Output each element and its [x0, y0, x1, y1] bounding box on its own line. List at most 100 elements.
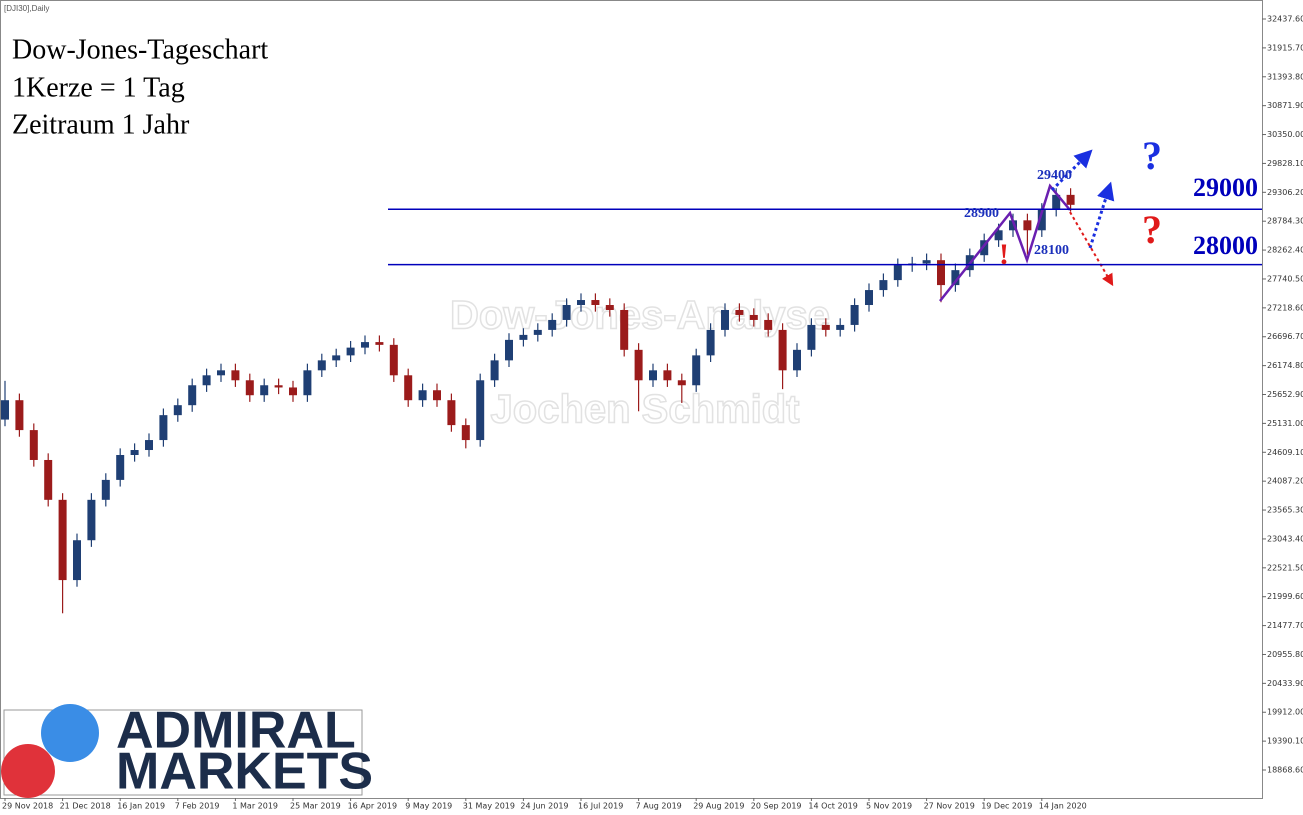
y-tick-label: 18868.60 — [1267, 765, 1303, 774]
candle-body — [677, 380, 686, 386]
candle-body — [937, 260, 945, 286]
candle-body — [721, 309, 729, 330]
candle-body — [375, 342, 384, 345]
y-tick-label: 30871.90 — [1267, 101, 1303, 110]
y-tick-label: 29306.20 — [1267, 188, 1303, 197]
annotation: 28100 — [1034, 243, 1069, 258]
candle-body — [893, 265, 902, 281]
x-tick-label: 29 Aug 2019 — [693, 802, 744, 811]
candle-body — [692, 355, 701, 386]
candle-body — [1, 400, 9, 420]
candle-body — [865, 290, 873, 306]
x-tick-label: 29 Nov 2018 — [2, 802, 53, 811]
x-tick-label: 14 Jan 2020 — [1039, 802, 1087, 811]
candle-body — [202, 375, 211, 386]
x-tick-label: 5 Nov 2019 — [866, 802, 912, 811]
x-tick-label: 9 May 2019 — [405, 802, 452, 811]
y-tick-label: 24087.20 — [1267, 477, 1303, 486]
candle-body — [879, 280, 888, 291]
candle-body — [389, 344, 398, 376]
x-tick-label: 24 Jun 2019 — [520, 802, 568, 811]
candle-body — [303, 370, 312, 396]
y-tick-label: 24609.10 — [1267, 448, 1303, 457]
y-tick-label: 31915.70 — [1267, 43, 1303, 52]
candle-body — [649, 370, 657, 381]
candle-body — [346, 347, 355, 356]
y-tick-label: 29828.10 — [1267, 159, 1303, 168]
y-tick-label: 19390.10 — [1267, 737, 1303, 746]
candle-body — [289, 387, 297, 396]
candle-body — [73, 540, 81, 581]
candle-body — [58, 499, 67, 581]
y-tick-label: 25131.00 — [1267, 419, 1303, 428]
candle-body — [663, 370, 672, 381]
y-tick-label: 27740.50 — [1267, 274, 1303, 283]
candle-body — [87, 499, 96, 541]
x-tick-label: 16 Jul 2019 — [578, 802, 623, 811]
candle-body — [433, 390, 441, 401]
candle-body — [159, 415, 168, 441]
level-label: 28000 — [1193, 231, 1258, 260]
candle-body — [332, 355, 341, 361]
candle-body — [922, 260, 931, 264]
candle-body — [317, 360, 326, 371]
y-tick-label: 30350.00 — [1267, 130, 1303, 139]
candle-body — [116, 454, 125, 480]
y-tick-label: 26696.70 — [1267, 332, 1303, 341]
candle-body — [1052, 194, 1061, 210]
candle-body — [533, 329, 542, 335]
y-tick-label: 32437.60 — [1267, 15, 1303, 24]
logo-text: MARKETS — [116, 743, 373, 801]
candle-body — [778, 329, 787, 371]
annotation: ! — [999, 238, 1009, 271]
candle-body — [447, 400, 456, 426]
x-tick-label: 7 Feb 2019 — [175, 802, 220, 811]
candle-body — [591, 300, 600, 306]
candle-body — [361, 342, 369, 348]
watermark: Dow-Jones-Analyse — [450, 294, 830, 338]
candle-body — [519, 334, 528, 340]
candle-body — [490, 360, 499, 381]
candle-body — [274, 385, 283, 388]
candle-body — [951, 270, 960, 286]
x-tick-label: 20 Sep 2019 — [751, 802, 802, 811]
arrow-up — [1050, 149, 1093, 192]
candle-body — [44, 459, 53, 500]
candle-body — [1023, 220, 1032, 231]
x-tick-label: 16 Apr 2019 — [348, 802, 397, 811]
candle-body — [101, 479, 110, 500]
candle-body — [562, 305, 571, 320]
candle-body — [821, 324, 830, 330]
candle-body — [634, 349, 643, 381]
candle-body — [735, 309, 744, 315]
candle-body — [231, 370, 240, 381]
logo-dot — [1, 744, 55, 798]
candle-body — [245, 380, 254, 396]
candle-body — [548, 319, 557, 330]
candle-body — [173, 405, 182, 416]
candle-body — [850, 305, 859, 325]
title: 1Kerze = 1 Tag — [12, 72, 185, 103]
x-tick-label: 27 Nov 2019 — [924, 802, 975, 811]
candle-body — [620, 309, 629, 350]
arrow-up — [1088, 181, 1115, 249]
candle-body — [15, 400, 24, 431]
y-tick-label: 31393.80 — [1267, 72, 1303, 81]
candle-body — [1066, 194, 1075, 205]
y-tick-label: 20433.90 — [1267, 679, 1303, 688]
candle-body — [260, 385, 269, 396]
candle-body — [706, 329, 715, 356]
annotation: ? — [1142, 133, 1162, 178]
candle-body — [577, 300, 585, 306]
candle-body — [1009, 220, 1017, 231]
candle-body — [217, 370, 225, 376]
y-tick-label: 21477.70 — [1267, 621, 1303, 630]
y-tick-label: 19912.00 — [1267, 708, 1303, 717]
logo-text: ADMIRAL — [116, 702, 356, 760]
title: Dow-Jones-Tageschart — [12, 34, 268, 65]
y-tick-label: 28784.30 — [1267, 217, 1303, 226]
x-tick-label: 31 May 2019 — [463, 802, 515, 811]
logo: ADMIRAL MARKETS — [1, 702, 373, 801]
candle-body — [749, 314, 758, 320]
